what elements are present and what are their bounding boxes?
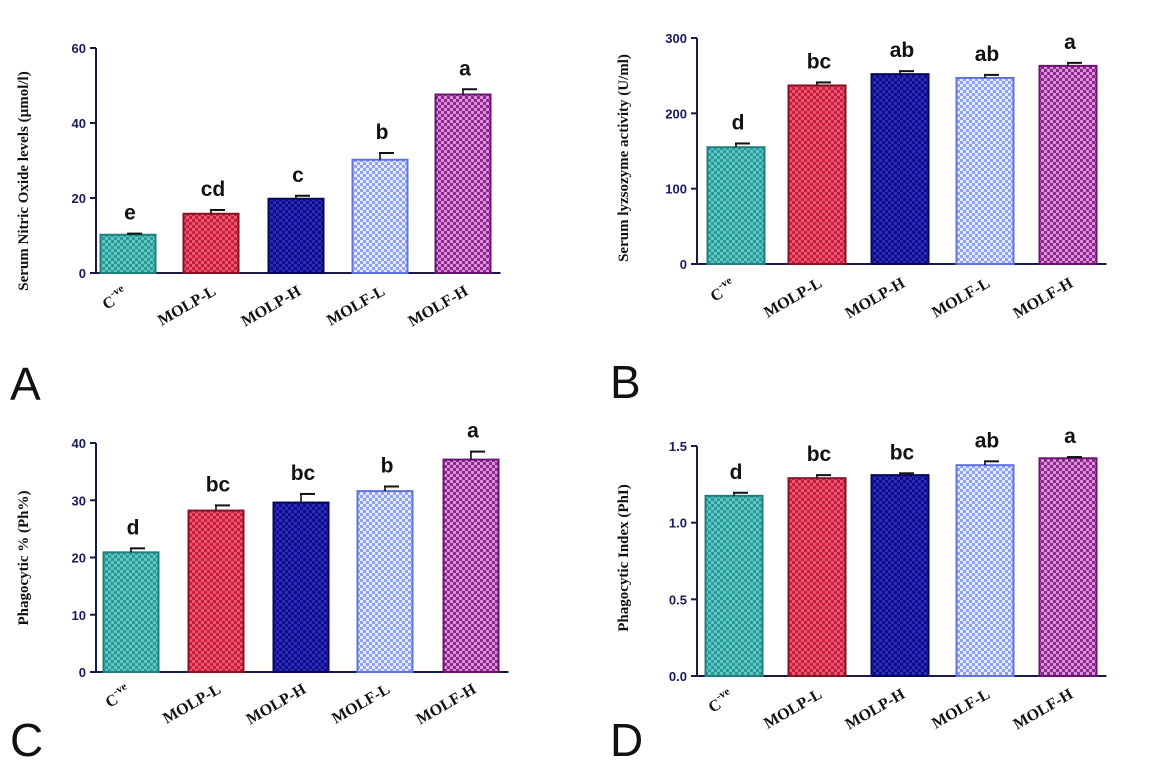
panel-d-bar <box>787 477 847 678</box>
panel-a-y-tick-label: 60 <box>72 41 86 56</box>
panel-a-category-label: MOLF-L <box>324 283 388 330</box>
panel-b-category-label: C-ve <box>706 274 739 305</box>
panel-d-y-tick-label: 0.5 <box>669 592 687 607</box>
panel-b-y-axis-label: Serum lyzsozyme activity (U/ml) <box>616 54 632 262</box>
panel-b-significance-letter: a <box>1064 31 1076 54</box>
panel-d-bar <box>955 464 1015 677</box>
panel-c-significance-letter: b <box>381 455 394 478</box>
panel-d-category-label: MOLP-L <box>761 686 825 733</box>
panel-d-y-axis-label: Phagocytic Index (PhI) <box>616 484 632 632</box>
panel-d-significance-letter: a <box>1064 425 1076 448</box>
panel-c-significance-letter: d <box>127 516 140 539</box>
panel-b-y-tick-label: 100 <box>665 182 687 197</box>
panel-d-category-label: C-ve <box>704 685 737 716</box>
panel-d-bar <box>1038 457 1098 677</box>
panel-d-y-tick-label: 1.0 <box>669 516 687 531</box>
panel-b-y-tick-label: 200 <box>665 106 687 121</box>
panel-d-significance-letter: bc <box>890 441 915 464</box>
panel-c-category-label: MOLF-L <box>329 681 393 728</box>
panel-b-y-tick-label: 0 <box>680 257 687 272</box>
panel-b-significance-letter: ab <box>890 39 915 62</box>
panel-b-significance-letter: d <box>732 111 745 134</box>
panel-a-bar <box>434 93 492 274</box>
panel-d-bar <box>870 474 930 677</box>
panel-c-letter: C <box>10 714 43 764</box>
panel-a-bar <box>351 158 409 274</box>
panel-c-category-label: MOLP-L <box>160 681 224 728</box>
panel-d-category-label: MOLF-L <box>929 686 993 733</box>
panel-a-significance-letter: cd <box>201 178 226 201</box>
panel-a-category-superscript: -ve <box>108 282 126 299</box>
panel-a-category-label: MOLP-H <box>239 282 305 330</box>
panel-a-significance-letter: b <box>376 121 389 144</box>
panel-a-bar <box>182 212 240 274</box>
panel-c-y-tick-label: 40 <box>72 436 86 451</box>
panel-b-bar <box>955 76 1015 265</box>
panel-d-significance-letter: bc <box>807 443 832 466</box>
panel-a-bar <box>267 197 325 274</box>
panel-d-significance-letter: d <box>730 461 743 484</box>
panel-d-letter: D <box>610 714 643 764</box>
panel-c-bar <box>187 509 245 673</box>
panel-c-y-tick-label: 10 <box>72 608 86 623</box>
panel-a-category-label: C-ve <box>98 282 131 313</box>
panel-c-bar <box>272 501 330 674</box>
panel-c-significance-letter: bc <box>206 473 231 496</box>
panel-b-category-label: MOLF-L <box>929 275 993 322</box>
panel-a-category-label: MOLP-L <box>155 283 219 330</box>
panel-d-significance-letter: ab <box>975 429 1000 452</box>
panel-d-category-superscript: -ve <box>714 685 732 702</box>
panel-a-bar <box>99 233 157 274</box>
panel-c-y-axis-label: Phagocytic % (Ph%) <box>16 491 32 626</box>
panel-a-category-label: MOLF-H <box>406 282 472 330</box>
panel-c-significance-letter: bc <box>291 462 316 485</box>
panel-b-category-superscript: -ve <box>716 274 734 291</box>
panel-a-significance-letter: a <box>459 57 471 80</box>
panel-a-y-tick-label: 0 <box>79 266 86 281</box>
panel-c-y-tick-label: 0 <box>79 665 86 680</box>
panel-c-category-label: MOLF-H <box>414 680 480 728</box>
panel-a-significance-letter: c <box>292 164 304 187</box>
panel-b-category-label: MOLP-H <box>843 274 909 322</box>
panel-d-y-tick-label: 1.5 <box>669 439 687 454</box>
panel-d-bar <box>704 494 764 678</box>
panel-d-category-label: MOLP-H <box>843 685 909 733</box>
panel-a-y-tick-label: 40 <box>72 116 86 131</box>
panel-c-y-tick-label: 30 <box>72 493 86 508</box>
panel-b-bar <box>706 146 766 266</box>
panel-a-significance-letter: e <box>124 202 136 225</box>
panel-a-chart: Serum Nitric Oxide levels (µmol/l) A 0 20… <box>10 41 501 410</box>
panel-b-chart: Serum lyzsozyme activity (U/ml) B 0 100 20… <box>610 31 1107 408</box>
panel-c-chart: Phagocytic % (Ph%) C 0 10 20 30 40 d C-ve bc MOL… <box>10 420 509 764</box>
panel-c-significance-letter: a <box>467 420 479 443</box>
panel-c-bar <box>356 490 414 673</box>
panel-d-category-label: MOLF-H <box>1011 685 1077 733</box>
panel-a-y-tick-label: 20 <box>72 191 86 206</box>
panel-c-y-tick-label: 20 <box>72 551 86 566</box>
panel-b-significance-letter: bc <box>807 50 832 73</box>
panel-b-bar <box>787 84 847 265</box>
panel-b-bar <box>1038 64 1098 265</box>
panel-a-y-axis-label: Serum Nitric Oxide levels (µmol/l) <box>16 71 32 290</box>
panel-d-chart: Phagocytic Index (PhI) D 0.0 0.5 1.0 1.5 d C-… <box>610 425 1107 764</box>
panel-c-category-label: MOLP-H <box>244 680 310 728</box>
panel-d-y-tick-label: 0.0 <box>669 669 687 684</box>
panel-b-significance-letter: ab <box>975 43 1000 66</box>
panel-b-letter: B <box>610 356 641 408</box>
panel-c-category-label: C-ve <box>101 680 134 711</box>
panel-b-bar <box>870 73 930 265</box>
panel-c-bar <box>442 458 500 674</box>
panel-a-letter: A <box>10 358 41 410</box>
panel-c-bar <box>102 551 160 673</box>
panel-b-category-label: MOLF-H <box>1011 274 1077 322</box>
panel-b-category-label: MOLP-L <box>761 275 825 322</box>
panel-b-y-tick-label: 300 <box>665 31 687 46</box>
panel-c-category-superscript: -ve <box>111 680 129 697</box>
